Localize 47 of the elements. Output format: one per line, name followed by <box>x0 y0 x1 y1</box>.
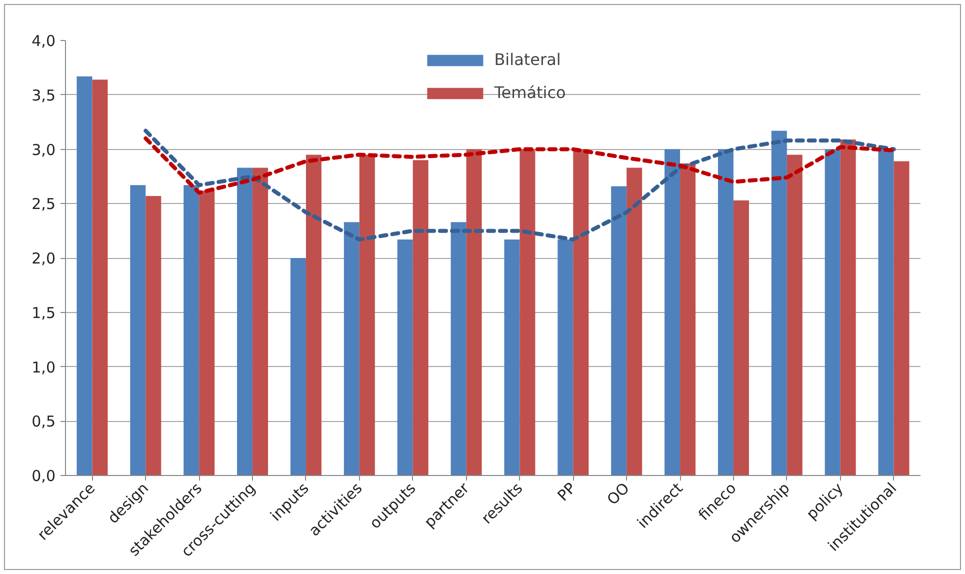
y-tick-label: 1,5 <box>32 304 56 322</box>
bar <box>344 222 360 476</box>
bar <box>306 154 322 476</box>
y-tick-label: 4,0 <box>32 32 56 50</box>
bar <box>878 149 894 476</box>
bar <box>76 76 92 476</box>
bar <box>412 160 428 476</box>
bar <box>558 240 574 476</box>
bar <box>450 222 466 476</box>
bar <box>504 240 520 476</box>
y-tick-label: 3,5 <box>32 86 56 104</box>
bar <box>733 200 749 476</box>
line-series <box>144 128 896 242</box>
bar <box>92 80 108 476</box>
bar <box>290 258 306 476</box>
x-tick-label: PP <box>554 479 580 505</box>
bar <box>466 149 482 476</box>
y-tick-label: 2,0 <box>32 250 56 268</box>
x-tick-label: OO <box>604 479 633 509</box>
bar <box>199 190 215 476</box>
bar <box>894 161 910 476</box>
bar <box>824 149 840 476</box>
bar <box>680 163 696 476</box>
bar <box>611 186 627 476</box>
bar <box>130 185 146 476</box>
bar <box>771 130 787 476</box>
bar <box>397 240 413 476</box>
y-tick-label: 0,0 <box>32 467 56 485</box>
bar <box>184 185 200 476</box>
bar <box>359 154 375 476</box>
y-tick-label: 2,5 <box>32 195 56 214</box>
y-tick-label: 3,0 <box>32 140 56 159</box>
bar <box>520 149 536 476</box>
bar <box>252 168 268 476</box>
bar <box>626 168 642 476</box>
y-tick-label: 1,0 <box>32 358 56 376</box>
bar <box>786 154 802 476</box>
bar <box>237 168 253 476</box>
bar <box>664 149 680 476</box>
line-series <box>144 136 896 195</box>
legend-label: Bilateral <box>494 50 561 69</box>
bar <box>573 149 589 476</box>
bar <box>146 196 162 476</box>
y-tick-label: 0,5 <box>32 412 56 431</box>
legend-label: Temático <box>494 83 566 102</box>
bar <box>840 139 856 476</box>
bar <box>718 149 734 476</box>
